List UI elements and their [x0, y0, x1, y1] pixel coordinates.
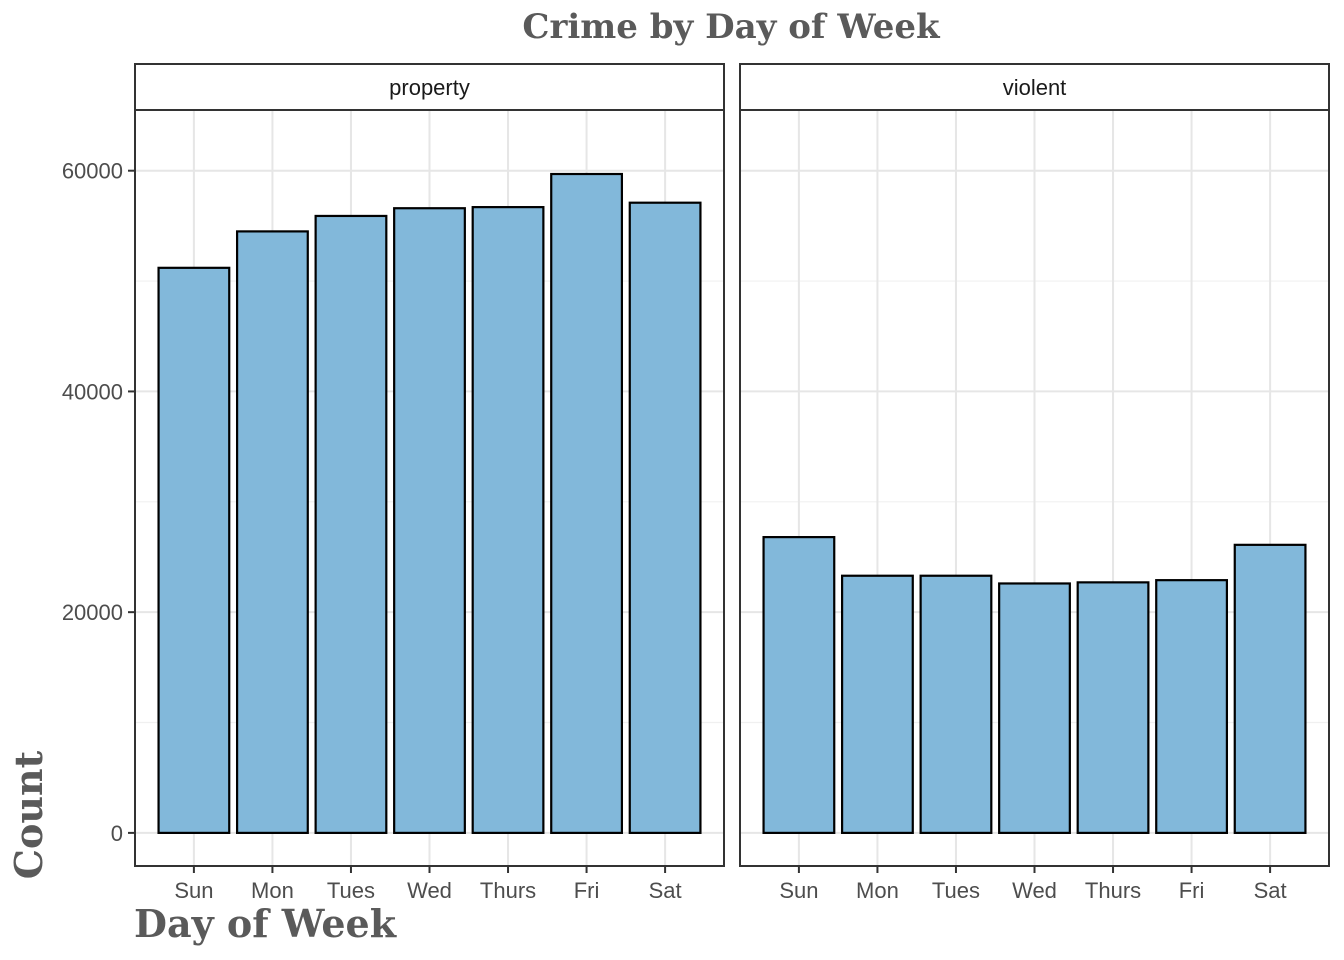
x-tick-label: Tues	[932, 878, 980, 903]
x-tick-label: Mon	[251, 878, 294, 903]
bar-violent-sun	[762, 536, 836, 834]
y-tick-label: 0	[111, 821, 123, 846]
facet-strip	[739, 63, 1330, 111]
y-axis-title: Count	[6, 750, 51, 879]
bar-violent-mon	[840, 574, 914, 834]
x-tick-label: Sun	[174, 878, 213, 903]
x-tick-label: Wed	[1012, 878, 1057, 903]
bar-property-sun	[157, 266, 231, 834]
x-tick-label: Thurs	[1085, 878, 1141, 903]
y-tick-label: 20000	[62, 600, 123, 625]
x-axis-title: Day of Week	[134, 901, 397, 946]
facet-label-violent: violent	[1003, 75, 1067, 100]
y-tick-label: 40000	[62, 379, 123, 404]
bar-property-mon	[235, 230, 309, 834]
x-tick-label: Sat	[1254, 878, 1287, 903]
facet-panel-property: property Sun Mon Tues Wed Thurs Fri Sat	[134, 63, 725, 903]
bar-property-wed	[393, 207, 466, 834]
bar-violent-fri	[1155, 579, 1229, 834]
y-tick-label: 60000	[62, 159, 123, 184]
facet-label-property: property	[389, 75, 470, 100]
x-tick-label: Fri	[574, 878, 600, 903]
facet-strip	[134, 63, 725, 111]
bar-property-tues	[314, 214, 388, 834]
bar-property-fri	[550, 172, 624, 834]
y-axis: 0 20000 40000 60000	[62, 159, 135, 846]
bar-property-sat	[628, 201, 702, 834]
facet-panels: property Sun Mon Tues Wed Thurs Fri Sat violent S…	[134, 63, 1330, 903]
bar-violent-tues	[919, 574, 993, 834]
chart-title: Crime by Day of Week	[522, 7, 941, 47]
bar-property-thurs	[471, 206, 545, 834]
bar-violent-wed	[998, 582, 1071, 834]
bar-violent-sat	[1233, 543, 1307, 834]
x-tick-label: Wed	[407, 878, 452, 903]
x-tick-label: Sat	[649, 878, 682, 903]
x-tick-label: Sun	[779, 878, 818, 903]
x-tick-label: Thurs	[480, 878, 536, 903]
x-tick-label: Tues	[327, 878, 375, 903]
x-tick-label: Mon	[856, 878, 899, 903]
bar-violent-thurs	[1076, 581, 1150, 834]
x-tick-label: Fri	[1179, 878, 1205, 903]
facet-panel-violent: violent Sun Mon Tues Wed Thurs Fri Sat	[739, 63, 1330, 903]
